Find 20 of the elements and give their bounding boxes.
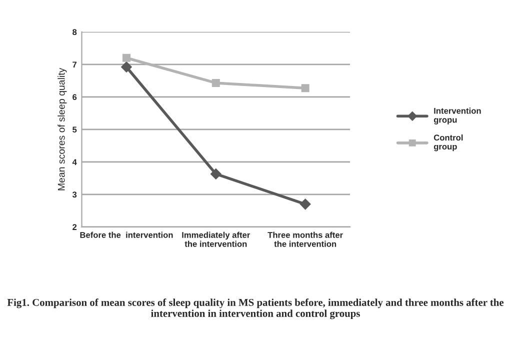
point — [301, 84, 310, 92]
y-axis-title: Mean scores of sleep quality — [58, 68, 67, 190]
legend-label: Control group — [434, 134, 463, 152]
x-tick-label: Three months after the intervention — [268, 232, 343, 247]
caption: Fig1. Comparison of mean scores of sleep quality in MS patients before, immediately and three months after the intervention in intervention and control groups — [7, 298, 504, 320]
point — [122, 54, 130, 62]
point — [212, 78, 220, 87]
y-tick-label: 3 — [72, 192, 77, 198]
x-tick-label: Before the intervention — [80, 232, 173, 238]
y-tick-label: 2 — [72, 224, 77, 230]
y-tick-label: 4 — [72, 159, 77, 165]
point — [300, 198, 311, 210]
legend-label: Intervention gropu — [434, 108, 481, 124]
point — [210, 168, 222, 180]
x-tick-label: Immediately after the intervention — [182, 232, 250, 247]
y-tick-label: 5 — [72, 126, 77, 133]
y-tick-label: 7 — [72, 62, 77, 68]
point — [121, 62, 132, 72]
y-tick-label: 6 — [72, 94, 77, 100]
y-tick-label: 8 — [72, 29, 77, 36]
